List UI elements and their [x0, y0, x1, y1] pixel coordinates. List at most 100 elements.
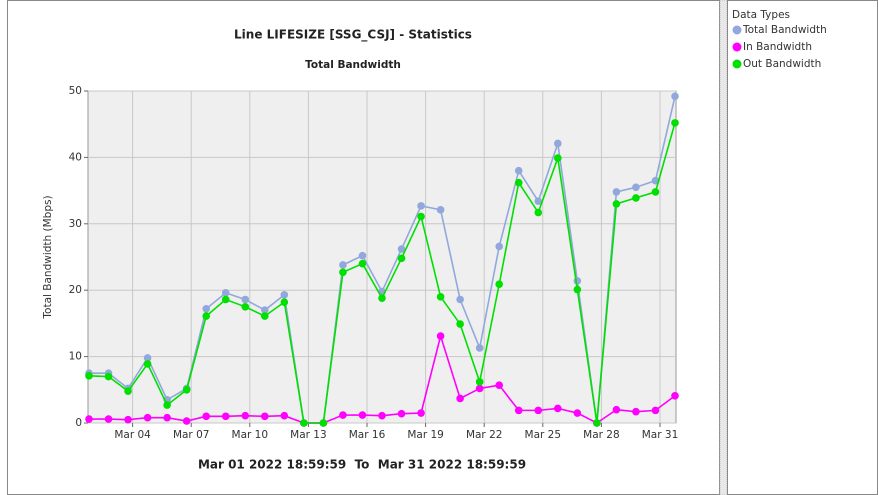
data-point — [202, 304, 210, 313]
splitter[interactable] — [719, 0, 728, 495]
legend-label: In Bandwidth — [743, 41, 812, 53]
data-point — [475, 378, 484, 386]
data-point — [378, 294, 386, 302]
data-point — [104, 372, 113, 381]
data-point — [612, 188, 621, 196]
data-point — [573, 409, 582, 417]
data-point — [554, 139, 562, 148]
data-point — [85, 415, 93, 423]
legend-swatch — [732, 25, 742, 35]
x-tick-label: Mar 16 — [349, 429, 386, 441]
x-tick-label: Mar 07 — [173, 429, 210, 441]
data-point — [612, 405, 621, 414]
data-point — [514, 166, 523, 175]
date-range: Mar 01 2022 18:59:59 To Mar 31 2022 18:5… — [198, 458, 526, 472]
data-point — [417, 202, 425, 210]
data-point — [319, 419, 328, 427]
data-point — [456, 394, 464, 403]
data-point — [397, 409, 406, 418]
y-tick-label: 10 — [69, 351, 82, 363]
data-point — [573, 277, 582, 285]
data-point — [436, 332, 445, 340]
data-point — [534, 197, 543, 206]
x-tick-label: Mar 04 — [114, 429, 151, 441]
data-point — [221, 289, 230, 297]
data-point — [534, 208, 543, 217]
data-point — [358, 411, 367, 419]
y-tick-label: 30 — [69, 218, 82, 230]
x-tick-label: Mar 22 — [466, 429, 503, 441]
data-point — [495, 280, 504, 289]
y-tick-label: 50 — [69, 85, 82, 97]
data-point — [514, 178, 523, 187]
data-point — [143, 360, 152, 368]
data-point — [475, 384, 484, 393]
legend-swatch — [732, 59, 742, 69]
data-point — [124, 415, 132, 424]
data-point — [182, 386, 191, 394]
data-point — [202, 412, 210, 421]
data-point — [339, 261, 347, 269]
data-point — [221, 412, 230, 421]
data-point — [339, 268, 347, 277]
data-point — [104, 415, 113, 423]
data-point — [651, 406, 660, 415]
data-point — [475, 344, 484, 352]
data-point — [632, 194, 640, 202]
data-point — [671, 92, 679, 101]
x-tick-label: Mar 28 — [583, 429, 620, 441]
y-tick-label: 40 — [69, 151, 82, 163]
data-point — [417, 212, 425, 221]
y-tick-label: 20 — [69, 284, 82, 296]
data-point — [436, 206, 445, 214]
data-point — [593, 419, 601, 427]
x-tick-label: Mar 13 — [290, 429, 327, 441]
x-tick-label: Mar 10 — [232, 429, 269, 441]
data-point — [495, 242, 504, 251]
data-point — [221, 295, 230, 304]
data-point — [612, 200, 621, 208]
data-point — [261, 412, 269, 421]
data-point — [651, 188, 660, 196]
plot-area — [87, 90, 677, 424]
data-point — [495, 381, 504, 389]
data-point — [261, 306, 269, 314]
data-point — [632, 407, 640, 416]
data-point — [671, 119, 679, 127]
data-point — [573, 285, 582, 294]
data-point — [417, 409, 425, 417]
data-point — [280, 291, 289, 299]
y-tick-label: 0 — [75, 417, 82, 429]
data-point — [339, 411, 347, 419]
legend-panel — [727, 0, 878, 495]
data-point — [261, 312, 269, 320]
legend-swatch — [732, 42, 742, 52]
data-point — [241, 411, 250, 420]
data-point — [202, 312, 210, 320]
data-point — [397, 254, 406, 263]
data-point — [241, 303, 250, 311]
data-point — [182, 417, 191, 425]
data-point — [397, 245, 406, 253]
data-point — [358, 251, 367, 260]
chart-subtitle: Total Bandwidth — [305, 59, 401, 71]
data-point — [358, 259, 367, 268]
legend-title: Data Types — [732, 9, 790, 21]
data-point — [378, 411, 386, 420]
data-point — [163, 401, 171, 409]
legend-label: Total Bandwidth — [742, 24, 827, 36]
data-point — [632, 183, 640, 192]
data-point — [143, 354, 152, 362]
data-point — [671, 391, 679, 400]
x-tick-label: Mar 31 — [642, 429, 679, 441]
data-point — [514, 406, 523, 415]
data-point — [241, 295, 250, 304]
legend-label: Out Bandwidth — [743, 58, 821, 70]
data-point — [554, 404, 562, 413]
data-point — [280, 298, 289, 306]
data-point — [85, 372, 93, 380]
data-point — [163, 413, 171, 422]
data-point — [124, 387, 132, 395]
data-point — [554, 154, 562, 162]
